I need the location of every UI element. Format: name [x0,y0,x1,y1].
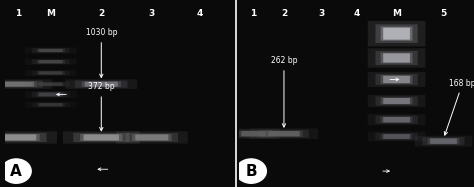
FancyBboxPatch shape [39,103,63,106]
Text: 1030 bp: 1030 bp [85,28,117,77]
FancyBboxPatch shape [39,71,63,74]
FancyBboxPatch shape [32,59,70,64]
FancyBboxPatch shape [227,128,280,139]
FancyBboxPatch shape [383,134,410,139]
FancyBboxPatch shape [132,134,172,141]
FancyBboxPatch shape [430,138,457,144]
FancyBboxPatch shape [265,131,303,137]
FancyBboxPatch shape [82,81,121,87]
FancyBboxPatch shape [73,133,129,142]
FancyBboxPatch shape [0,81,37,87]
Text: 168 bp: 168 bp [444,79,474,135]
FancyBboxPatch shape [381,97,412,105]
FancyBboxPatch shape [116,131,188,144]
Text: 2: 2 [281,9,287,18]
FancyBboxPatch shape [36,49,65,52]
FancyBboxPatch shape [368,48,426,68]
FancyBboxPatch shape [25,102,76,108]
Text: A: A [10,164,22,179]
FancyBboxPatch shape [381,75,412,84]
FancyBboxPatch shape [83,134,119,140]
FancyBboxPatch shape [368,95,426,107]
FancyBboxPatch shape [368,132,426,141]
Text: 262 bp: 262 bp [271,56,297,127]
Text: 372 bp: 372 bp [88,82,115,131]
FancyBboxPatch shape [39,93,63,96]
FancyBboxPatch shape [25,47,76,53]
FancyBboxPatch shape [383,76,410,83]
FancyBboxPatch shape [250,128,318,139]
FancyBboxPatch shape [383,117,410,122]
FancyBboxPatch shape [375,96,418,105]
FancyBboxPatch shape [39,49,63,52]
Text: B: B [245,164,257,179]
FancyBboxPatch shape [368,21,426,46]
FancyBboxPatch shape [368,72,426,87]
FancyBboxPatch shape [259,130,309,138]
FancyBboxPatch shape [375,51,418,65]
FancyBboxPatch shape [1,134,36,140]
FancyBboxPatch shape [381,117,412,123]
FancyBboxPatch shape [32,102,70,107]
FancyBboxPatch shape [0,80,43,88]
FancyBboxPatch shape [0,134,40,141]
FancyBboxPatch shape [381,53,412,63]
FancyBboxPatch shape [135,134,168,140]
FancyBboxPatch shape [383,28,410,40]
FancyBboxPatch shape [375,116,418,124]
FancyBboxPatch shape [241,131,265,136]
FancyBboxPatch shape [32,71,70,75]
FancyBboxPatch shape [375,74,418,85]
Text: 1: 1 [16,9,22,18]
FancyBboxPatch shape [0,79,52,89]
FancyBboxPatch shape [25,81,76,87]
Circle shape [236,159,266,183]
FancyBboxPatch shape [39,60,63,63]
Text: 4: 4 [197,9,203,18]
Text: 4: 4 [354,9,360,18]
FancyBboxPatch shape [368,114,426,125]
FancyBboxPatch shape [0,131,57,144]
FancyBboxPatch shape [126,133,178,142]
FancyBboxPatch shape [381,27,412,41]
FancyBboxPatch shape [422,137,465,145]
Circle shape [1,159,31,183]
FancyBboxPatch shape [32,92,70,97]
Text: 5: 5 [440,9,447,18]
FancyBboxPatch shape [268,131,300,136]
Text: 3: 3 [319,9,325,18]
FancyBboxPatch shape [32,82,70,86]
FancyBboxPatch shape [85,82,118,87]
FancyBboxPatch shape [239,131,268,137]
Text: 1: 1 [250,9,256,18]
FancyBboxPatch shape [25,91,76,98]
FancyBboxPatch shape [383,53,410,62]
FancyBboxPatch shape [25,70,76,76]
FancyBboxPatch shape [75,80,128,88]
FancyBboxPatch shape [383,98,410,104]
FancyBboxPatch shape [25,59,76,65]
FancyBboxPatch shape [234,130,273,138]
FancyBboxPatch shape [381,134,412,139]
FancyBboxPatch shape [375,24,418,43]
Text: M: M [392,9,401,18]
FancyBboxPatch shape [375,133,418,140]
FancyBboxPatch shape [36,92,65,97]
FancyBboxPatch shape [36,60,65,64]
FancyBboxPatch shape [39,82,63,86]
FancyBboxPatch shape [415,136,473,147]
FancyBboxPatch shape [65,79,137,89]
Text: 3: 3 [149,9,155,18]
FancyBboxPatch shape [63,131,140,144]
Text: M: M [46,9,55,18]
Text: 2: 2 [98,9,104,18]
FancyBboxPatch shape [80,134,122,141]
FancyBboxPatch shape [428,138,459,144]
FancyBboxPatch shape [36,71,65,75]
FancyBboxPatch shape [36,82,65,86]
FancyBboxPatch shape [32,48,70,53]
FancyBboxPatch shape [3,82,34,87]
FancyBboxPatch shape [36,103,65,107]
FancyBboxPatch shape [0,133,46,142]
